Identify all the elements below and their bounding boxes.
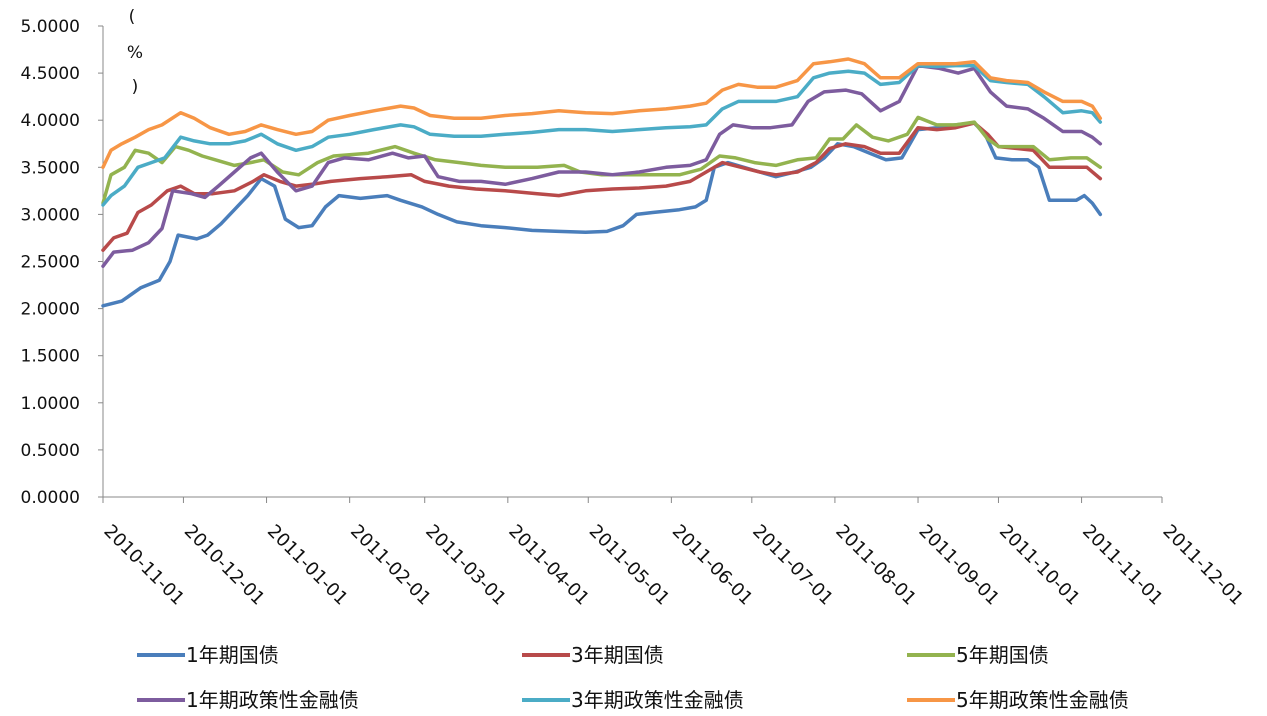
y-unit-close-paren: ) [132,77,139,97]
x-tick-label: 2011-03-01 [421,521,510,610]
legend-label-5: 3年期政策性金融债 [571,688,744,712]
x-tick-label: 2011-09-01 [914,521,1003,610]
x-axis-ticks: 2010-11-012010-12-012011-01-012011-02-01… [99,497,1247,610]
x-tick-label: 2011-12-01 [1158,521,1247,610]
y-tick-label: 2.5000 [21,253,80,273]
series-line-6 [101,57,1103,170]
series-lines [101,57,1103,308]
x-tick-label: 2010-12-01 [180,521,269,610]
x-tick-label: 2011-10-01 [995,521,1084,610]
legend-label-3: 5年期国债 [956,643,1049,667]
legend-label-1: 1年期国债 [186,643,279,667]
legend-label-6: 5年期政策性金融债 [956,688,1129,712]
y-tick-label: 4.0000 [21,111,80,131]
legend: 1年期国债 3年期国债 5年期国债 1年期政策性金融债 3年期政策性金融债 5年期政策性金… [137,643,1129,712]
y-tick-label: 4.5000 [21,64,80,84]
series-line-5 [101,63,1103,207]
x-tick-label: 2011-01-01 [263,521,352,610]
y-tick-label: 3.0000 [21,205,80,225]
series-line-4 [101,63,1103,268]
series-line-2 [101,121,1103,252]
y-tick-label: 0.0000 [21,488,80,508]
x-tick-label: 2011-04-01 [504,521,593,610]
axes [102,26,1162,498]
y-tick-label: 5.0000 [21,17,80,37]
y-axis-unit-label: ( % ) [127,7,143,97]
x-tick-label: 2011-05-01 [585,521,674,610]
y-tick-label: 1.5000 [21,347,80,367]
y-tick-label: 1.0000 [21,394,80,414]
y-tick-label: 2.0000 [21,300,80,320]
x-tick-label: 2010-11-01 [99,521,188,610]
legend-label-4: 1年期政策性金融债 [186,688,359,712]
legend-label-2: 3年期国债 [571,643,664,667]
y-unit-percent: % [127,43,143,63]
y-tick-label: 3.5000 [21,158,80,178]
series-line-1 [101,121,1103,308]
y-axis-ticks: 0.0000 0.5000 1.0000 1.5000 2.0000 2.5000 3.00… [21,17,103,508]
x-tick-label: 2011-06-01 [668,521,757,610]
x-tick-label: 2011-08-01 [831,521,920,610]
x-tick-label: 2011-07-01 [748,521,837,610]
y-tick-label: 0.5000 [21,441,80,461]
y-unit-open-paren: ( [129,7,136,27]
x-tick-label: 2011-11-01 [1078,521,1167,610]
